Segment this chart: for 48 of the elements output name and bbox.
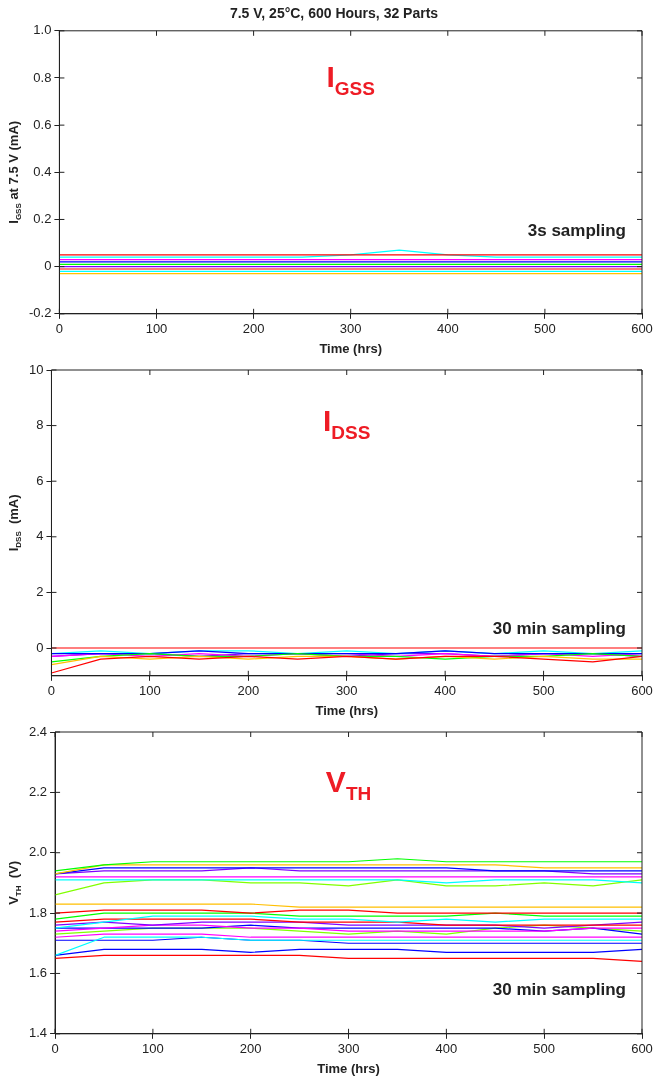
x-tick-label: 300	[337, 1041, 360, 1057]
x-tick-label: 600	[631, 683, 653, 699]
x-tick-label: 300	[339, 321, 362, 337]
x-axis-title: Time (hrs)	[315, 702, 379, 718]
x-tick-label: 400	[434, 683, 456, 699]
y-axis-title: IGSS at 7.5 V (mA)	[6, 120, 24, 224]
x-tick-label: 300	[335, 683, 358, 699]
y-tick-label: 10	[28, 361, 44, 377]
annotation: 30 min sampling	[492, 979, 626, 999]
x-tick-label: 400	[436, 321, 459, 337]
y-axis-title: VTH (V)	[6, 860, 24, 905]
y-tick-label: 0.8	[33, 69, 52, 85]
y-tick-label: 1.8	[28, 904, 48, 920]
y-tick-label: 0	[44, 258, 52, 274]
x-tick-label: 200	[239, 1041, 262, 1057]
chart-title: 7.5 V, 25°C, 600 Hours, 32 Parts	[229, 5, 439, 22]
y-tick-label: 1.4	[28, 1025, 48, 1041]
y-tick-label: 2	[36, 583, 44, 599]
x-tick-label: 200	[242, 321, 265, 337]
x-tick-label: 400	[435, 1041, 458, 1057]
x-tick-label: 500	[532, 683, 555, 699]
x-tick-label: 100	[145, 321, 168, 337]
y-tick-label: -0.2	[28, 305, 52, 321]
y-tick-label: 4	[36, 528, 44, 544]
x-tick-label: 600	[631, 321, 653, 337]
y-tick-label: 2.0	[28, 844, 48, 860]
x-tick-label: 100	[142, 1041, 164, 1057]
annotation: 3s sampling	[527, 221, 627, 241]
y-tick-label: 1.6	[28, 965, 48, 981]
x-axis-title: Time (hrs)	[317, 1060, 380, 1076]
x-tick-label: 0	[55, 321, 64, 337]
y-tick-label: 2.2	[28, 783, 48, 799]
y-tick-label: 0	[36, 639, 44, 655]
y-tick-label: 0.6	[33, 116, 52, 132]
x-tick-label: 600	[631, 1041, 653, 1057]
x-tick-label: 500	[534, 321, 556, 337]
x-axis-title: Time (hrs)	[319, 340, 383, 356]
x-tick-label: 200	[237, 683, 260, 699]
y-tick-label: 1.0	[33, 22, 52, 38]
y-tick-label: 2.4	[28, 723, 48, 739]
y-tick-label: 0.4	[33, 163, 52, 179]
y-axis-title: IDSS (mA)	[6, 494, 24, 552]
x-tick-label: 500	[533, 1041, 556, 1057]
y-tick-label: 6	[36, 472, 44, 488]
annotation: 30 min sampling	[492, 619, 626, 638]
y-tick-label: 8	[36, 417, 44, 433]
y-tick-label: 0.2	[33, 211, 52, 227]
x-tick-label: 100	[139, 683, 161, 699]
